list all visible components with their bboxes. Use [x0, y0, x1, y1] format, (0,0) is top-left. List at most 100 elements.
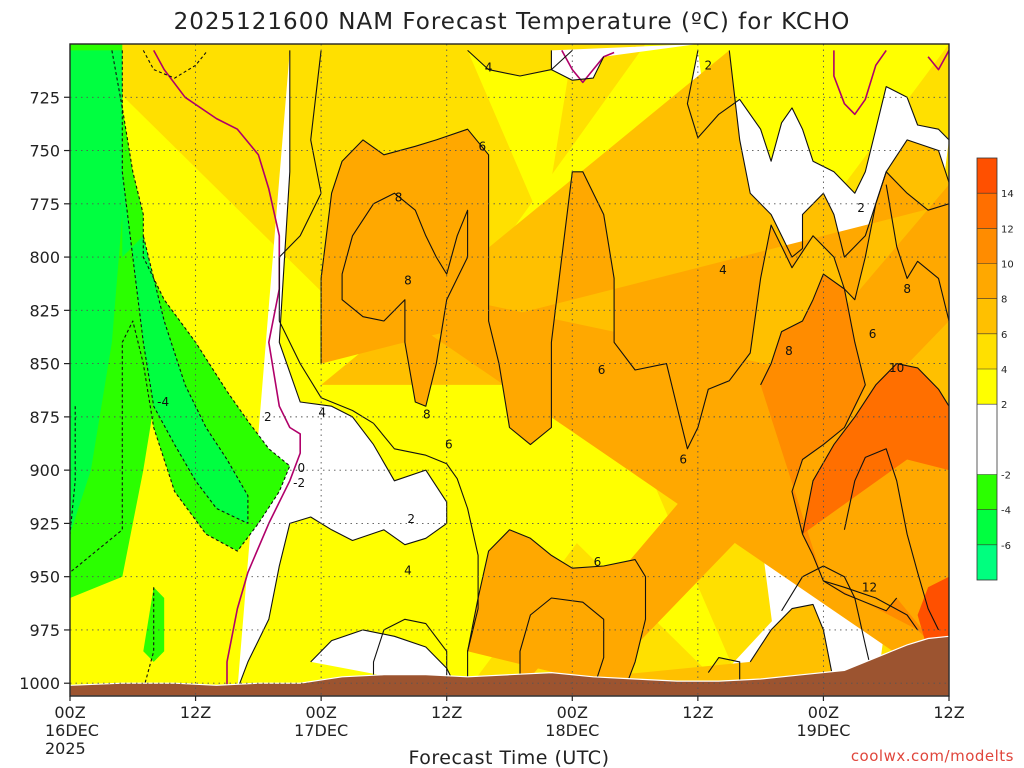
contour-line-10	[801, 363, 949, 535]
x-tick-label: 16DEC	[45, 721, 99, 740]
contour-label: 8	[423, 408, 431, 422]
colorbar-bin	[977, 474, 997, 510]
contour-label: 6	[679, 452, 687, 466]
colorbar-bin	[977, 263, 997, 299]
contour-line-12	[843, 448, 939, 631]
contour-label: 8	[903, 282, 911, 296]
y-tick-label: 825	[29, 301, 60, 320]
band-12-14	[802, 363, 949, 652]
y-tick-label: 900	[29, 461, 60, 480]
contour-label: 2	[705, 58, 713, 72]
colorbar-tick-label: 8	[1001, 295, 1007, 306]
x-tick-label: 19DEC	[796, 721, 850, 740]
grid	[70, 44, 949, 696]
x-tick-label: 00Z	[557, 703, 588, 722]
x-tick-label: 17DEC	[294, 721, 348, 740]
plot-frame	[69, 43, 950, 697]
y-tick-label: 1000	[19, 674, 60, 693]
colorbar-tick-label: -2	[1001, 471, 1011, 482]
ground	[70, 635, 949, 696]
y-axis: 725 750 775 800 825 850 875 900 925 950 975 1000	[19, 88, 70, 693]
x-tick-label: 00Z	[305, 703, 336, 722]
contour-line-4	[278, 50, 374, 424]
contour-label: -4	[157, 395, 169, 409]
colorbar-tick-label: -6	[1001, 541, 1011, 552]
contour-label: 2	[264, 410, 272, 424]
colorbar-tick-label: 6	[1001, 330, 1007, 341]
contour-label: 6	[445, 438, 453, 452]
y-tick-label: 850	[29, 355, 60, 374]
y-tick-label: 875	[29, 408, 60, 427]
contour-line-8	[885, 184, 949, 322]
contour-line-8	[519, 597, 605, 690]
colorbar-bin	[977, 228, 997, 264]
band-8-10-core	[321, 129, 949, 449]
x-tick-label: 12Z	[933, 703, 964, 722]
colorbar-bin	[977, 404, 997, 440]
contour-line-8	[760, 273, 898, 612]
contour-line--2-dashed	[142, 587, 155, 690]
ground-surface	[70, 635, 949, 696]
band-8-10-east	[342, 193, 949, 690]
colorbar-bin	[977, 369, 997, 405]
band-neg4-neg6	[122, 50, 248, 524]
contour-labels: 4 6 8 8 8 6 2 4 0-2 -4 2 4 6 6 6 2 2 4 8 6 8 10 12	[157, 58, 911, 594]
contour-line-2	[550, 50, 605, 81]
contour-label: 2	[407, 512, 415, 526]
contour-line-6	[320, 128, 949, 450]
colorbar: -6 -4 -2 2 4 6 8 10 12 14	[976, 157, 1014, 581]
contour-label: 4	[719, 263, 727, 277]
temperature-fill	[70, 44, 949, 696]
x-tick-label: 12Z	[180, 703, 211, 722]
contour-label: 0	[297, 461, 305, 475]
contour-line-4	[467, 49, 573, 77]
chart-title: 2025121600 NAM Forecast Temperature (ºC)…	[174, 9, 851, 35]
contour-label: 6	[594, 555, 602, 569]
contour-line-2	[236, 50, 448, 690]
contour-label: 8	[395, 190, 403, 204]
band-neg2-neg4	[70, 44, 290, 573]
colorbar-tick-label: 14	[1001, 189, 1014, 200]
colorbar-bin	[977, 333, 997, 369]
x-tick-label: 00Z	[54, 703, 85, 722]
colorbar-tick-label: 12	[1001, 224, 1014, 235]
band-small-ring	[143, 587, 165, 662]
contour-label: 12	[862, 580, 877, 594]
colorbar-bin	[977, 509, 997, 545]
contour-label: 2	[857, 201, 865, 215]
contour-label: 4	[318, 406, 326, 420]
band-0-2-top	[551, 44, 698, 81]
band-neg4-neg6-edge	[70, 50, 123, 535]
x-tick-label: 18DEC	[545, 721, 599, 740]
colorbar-bin	[977, 158, 997, 194]
plot-area: 4 6 8 8 8 6 2 4 0-2 -4 2 4 6 6 6 2 2 4 8 6 8 10 12	[69, 43, 950, 697]
band-0-2-low	[237, 50, 447, 690]
contour-line--4-dashed	[70, 406, 76, 535]
colorbar-bin	[977, 193, 997, 229]
colorbar-bin	[977, 298, 997, 334]
contour-line-0	[833, 49, 887, 116]
band-6-8-low	[467, 604, 834, 690]
contour-label: 10	[889, 361, 904, 375]
contour-label: 6	[869, 327, 877, 341]
contour-label: 6	[598, 363, 606, 377]
y-tick-label: 725	[29, 88, 60, 107]
contour-label: 8	[785, 344, 793, 358]
contour-line-10	[823, 580, 919, 631]
contour-label: 4	[485, 60, 493, 74]
x-tick-label: 00Z	[808, 703, 839, 722]
x-tick-label: 12Z	[682, 703, 713, 722]
colorbar-tick-label: 2	[1001, 400, 1007, 411]
x-tick-label: 2025	[45, 739, 86, 758]
contour-line-4	[749, 603, 835, 684]
y-tick-label: 800	[29, 248, 60, 267]
colorbar-tick-label: 4	[1001, 365, 1007, 376]
contour-line-2	[707, 657, 741, 684]
contour-line-0	[152, 50, 302, 690]
contour-label: 4	[404, 563, 412, 577]
credit-text: coolwx.com/modelts	[851, 747, 1014, 765]
contour-line-8	[341, 192, 469, 407]
band-10-12	[760, 274, 949, 662]
